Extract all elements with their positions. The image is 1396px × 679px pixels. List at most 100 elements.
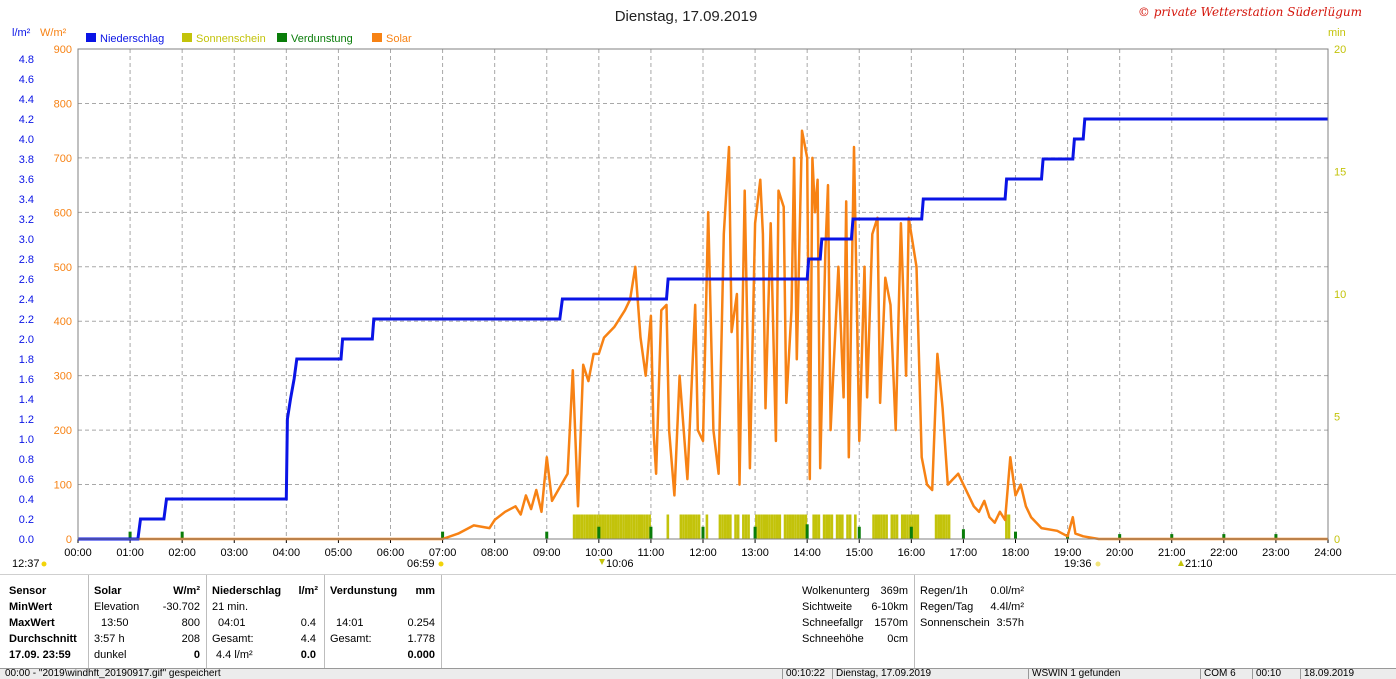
rain-tick-label: 2.0: [19, 334, 34, 346]
plot-frame: [77, 48, 1329, 540]
grid: [78, 49, 1328, 539]
sunshine-bar: [679, 514, 683, 539]
x-tick-label: 21:00: [1158, 547, 1186, 559]
sunshine-bar: [854, 514, 857, 539]
sunshine-bar: [788, 514, 792, 539]
rain-tick-label: 2.6: [19, 274, 34, 286]
rain-tick-label: 4.8: [19, 54, 34, 66]
rain-tick-label: 1.2: [19, 414, 34, 426]
sunshine-bar: [770, 514, 774, 539]
sunshine-bar: [913, 514, 917, 539]
stats-divider: [914, 575, 915, 669]
moonrise-time: 12:37: [12, 558, 40, 570]
sunshine-bar: [778, 514, 782, 539]
sunshine-bar: [588, 514, 592, 539]
sunshine-bar: [825, 514, 828, 539]
sunshine-bar: [645, 514, 649, 539]
evaporation-bar: [961, 529, 965, 539]
evap-total-value: 1.778: [407, 633, 435, 645]
rain-tick-label: 1.0: [19, 434, 34, 446]
sunshine-bar: [801, 514, 805, 539]
sunshine-bar: [783, 514, 787, 539]
status-station: WSWIN 1 gefunden: [1028, 669, 1120, 679]
rain-1h-label: Regen/1h: [920, 585, 968, 597]
sunshine-bar: [1005, 514, 1008, 539]
sunshine-bar: [729, 514, 732, 539]
evaporation-bar: [1118, 534, 1122, 539]
sunshine-bar: [578, 514, 581, 539]
rain-day-label: Regen/Tag: [920, 601, 974, 613]
x-tick-label: 12:00: [689, 547, 717, 559]
sunshine-bar: [643, 514, 646, 539]
evaporation-bar: [1014, 531, 1017, 539]
rain-total-label: Gesamt:: [212, 633, 254, 645]
sunshine-bar: [611, 514, 615, 539]
evaporation-bar: [701, 526, 705, 539]
rain-tick-label: 0.8: [19, 454, 34, 466]
evaporation-bar: [128, 531, 132, 539]
sunshine-bar: [697, 514, 701, 539]
evaporation-bar: [857, 526, 861, 539]
x-tick-label: 11:00: [638, 547, 665, 559]
solar-header: Solar: [94, 585, 122, 597]
x-tick-label: 14:00: [793, 547, 821, 559]
sunshine-bar: [762, 514, 766, 539]
evap-header: Verdunstung: [330, 585, 398, 597]
sunshine-bar: [812, 514, 815, 539]
x-tick-label: 22:00: [1210, 547, 1238, 559]
stats-col-solar: Solar W/m² Elevation -30.702 13:50 800 3:57…: [94, 583, 200, 663]
x-axis-ticks: 00:00 01:00 02:00 03:00 04:00 05:00 06:00 07:00…: [64, 539, 1342, 559]
rain-series: [78, 117, 1328, 541]
cloud-base-label: Wolkenunterg: [802, 585, 870, 597]
sunshine-bar: [726, 514, 730, 539]
sunshine-bar: [666, 514, 670, 539]
snowline-value: 1570m: [874, 617, 908, 629]
snow-depth-value: 0cm: [887, 633, 908, 645]
x-tick-label: 24:00: [1314, 547, 1342, 559]
evap-header-unit: mm: [415, 585, 435, 597]
rain-tick-label: 0.2: [19, 514, 34, 526]
sunshine-bar: [906, 514, 909, 539]
sunshine-bar: [682, 514, 685, 539]
sunshine-bar: [640, 514, 644, 539]
solar-tick-label: 100: [54, 480, 72, 492]
sunshine-bar: [885, 514, 888, 539]
stats-label-max: MaxWert: [9, 617, 55, 629]
sunshine-bar: [627, 514, 631, 539]
copyright: © private Wetterstation Süderlügum: [1138, 5, 1362, 19]
sunshine-bar: [580, 514, 584, 539]
rain-day-value: 4.4l/m²: [990, 601, 1024, 613]
rain-header: Niederschlag: [212, 585, 282, 597]
x-tick-label: 23:00: [1262, 547, 1290, 559]
solar-line: [78, 129, 1328, 541]
evap-current-value: 0.000: [407, 649, 435, 661]
sunshine-bar: [828, 514, 831, 539]
snowline-label: Schneefallgr: [802, 617, 864, 629]
sunshine-bar: [796, 514, 800, 539]
sunshine-bar: [744, 514, 748, 539]
sunshine-bar: [705, 514, 709, 539]
sunshine-bar: [604, 514, 607, 539]
stats-col-rain: Niederschlag l/m² 21 min. 04:01 0.4 Gesamt…: [212, 583, 318, 663]
x-tick-label: 06:00: [377, 547, 405, 559]
sunshine-bar: [635, 514, 638, 539]
minutes-unit-label: min: [1328, 27, 1346, 39]
rain-tick-label: 2.4: [19, 294, 34, 306]
sunshine-bar: [848, 514, 852, 539]
rain-max-time: 04:01: [218, 617, 246, 629]
status-bar: 00:00 - "2019\windhft_20190917.gif" gesp…: [0, 668, 1396, 679]
rain-max-value: 0.4: [300, 617, 316, 629]
moonset-time: 21:10: [1185, 558, 1213, 570]
legend-swatch-solar: [372, 33, 382, 42]
sunshine-bar: [619, 514, 623, 539]
sunshine-bar: [773, 514, 776, 539]
sunrise-dot: [438, 561, 444, 567]
sunshine-bar: [632, 514, 636, 539]
legend: Niederschlag Sonnenschein Verdunstung So…: [86, 33, 412, 45]
sunshine-bar: [583, 514, 586, 539]
rain-tick-label: 4.4: [19, 94, 34, 106]
solar-min-value: -30.702: [162, 601, 200, 613]
stats-col-clouds: Wolkenunterg 369m Sichtweite 6-10km Schnee…: [802, 583, 908, 647]
status-time: 00:10:22: [782, 669, 825, 679]
sunshine-bar: [838, 514, 842, 539]
